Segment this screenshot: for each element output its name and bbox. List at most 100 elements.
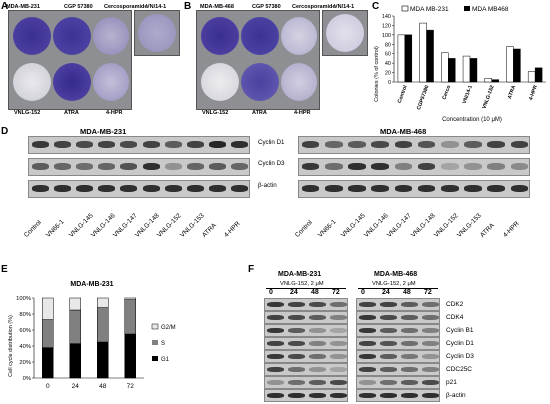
blot-band [401,341,418,346]
chart-c-ytick-label: 60 [385,52,391,58]
blot-band [487,185,505,192]
blot-band [417,141,436,148]
blot-band [359,393,376,398]
blot-band [309,315,326,320]
blot-band [422,380,439,385]
legend-swatch-g1 [152,356,158,361]
blot-band [309,302,326,307]
blot-band [288,328,305,333]
blot-band [380,328,397,333]
time-label: 48 [403,289,411,296]
chart-c-bar [404,34,413,83]
blot-band [401,380,418,385]
colony-plate-231 [8,10,132,110]
lane-label: VNLG-145 [340,212,367,239]
panel-d-label: D [1,126,9,137]
blot-band [301,141,320,148]
blot-f-row-label: CDK2 [446,301,464,308]
blot-band [348,185,366,192]
colony-plate-vn141-231 [134,10,180,56]
blot-band [76,141,93,148]
chart-e-bar-segment [42,319,54,348]
blot-band [380,354,397,359]
chart-e-ytick-label: 0% [23,376,31,382]
blot-band [324,141,343,148]
blot-band [309,380,326,385]
chart-c-legend: MDA MB-231 MDA MB468 [401,5,509,13]
chart-c-ytick-label: 40 [385,61,391,67]
blot-strip [356,350,440,363]
blot-f-row-label: Cyclin D1 [446,340,474,347]
blot-f-row-label: CDC25C [446,366,473,373]
chart-c-bar [441,52,449,83]
chart-c-bar [534,67,543,83]
plate-a-bottom-1: VNLG-152 [14,110,41,116]
blot-band [164,163,182,170]
blot-band [267,315,284,320]
blot-band [348,141,366,148]
blot-band [380,315,397,320]
blot-band [288,341,305,346]
panel-e-label: E [1,264,8,275]
blot-band [401,354,418,359]
plate-a-label-1: MDA-MB-231 [6,4,40,10]
blot-band [380,341,397,346]
lane-label: VN66-1 [316,218,338,239]
blot-band [324,163,343,170]
lane-label: VNLG-146 [363,212,390,239]
blot-f-row-label: CDK4 [446,314,464,321]
chart-c-bar [419,22,427,83]
well-cerco [93,17,129,55]
legend-label-s: S [161,341,165,347]
blot-band [330,367,347,372]
chart-c-bar [506,46,514,83]
time-label: 24 [382,289,390,296]
chart-e-ytick-label: 60% [19,328,31,334]
chart-e-ytick-label: 20% [19,360,31,366]
chart-c-xtick-label: Cerco [441,85,452,101]
blot-f-right-title: MDA-MB-468 [374,271,418,278]
chart-e-bar-segment [42,347,54,379]
chart-e-xtick-label: 0 [46,383,50,390]
blot-strip [298,136,530,154]
chart-e-bar-segment [42,297,54,320]
blot-d-231 [28,136,250,198]
blot-band [380,367,397,372]
blot-band [464,163,482,170]
blot-band [422,328,439,333]
well-vn141 [326,14,364,52]
blot-band [330,393,347,398]
chart-c-bar [448,58,456,83]
blot-band [98,163,116,170]
blot-f-right-treatment: VNLG-152, 2 μM [372,281,416,287]
blot-band [359,354,376,359]
plate-b-label-3: Cercosporamide [292,4,336,10]
blot-strip [264,389,348,402]
lane-label: 4-HPR [222,220,242,239]
legend-label-g1: G1 [161,357,170,363]
chart-e-bar-segment [97,307,109,343]
blot-band [209,185,227,192]
blot-f-right-bracket [358,288,438,289]
blot-band [267,341,284,346]
blot-band [76,185,93,192]
blot-f-row-label: β-actin [446,392,466,399]
blot-band [120,163,138,170]
blot-strip [356,363,440,376]
legend-label-468: MDA MB468 [472,6,509,13]
blot-band [142,185,160,192]
blot-band [371,141,389,148]
chart-e-bar-segment [97,297,109,308]
time-label: 0 [269,289,273,296]
blot-band [309,341,326,346]
blot-band [164,185,182,192]
blot-band [487,163,505,170]
blot-band [309,367,326,372]
blot-strip [356,311,440,324]
lane-label: Control [293,219,314,239]
chart-c-xtick-label: Control [397,84,409,104]
panel-a-label: A [1,1,9,12]
well-4hpr [281,63,317,101]
blot-strip [298,158,530,176]
plate-a-label-2: CGP 57380 [64,4,93,10]
